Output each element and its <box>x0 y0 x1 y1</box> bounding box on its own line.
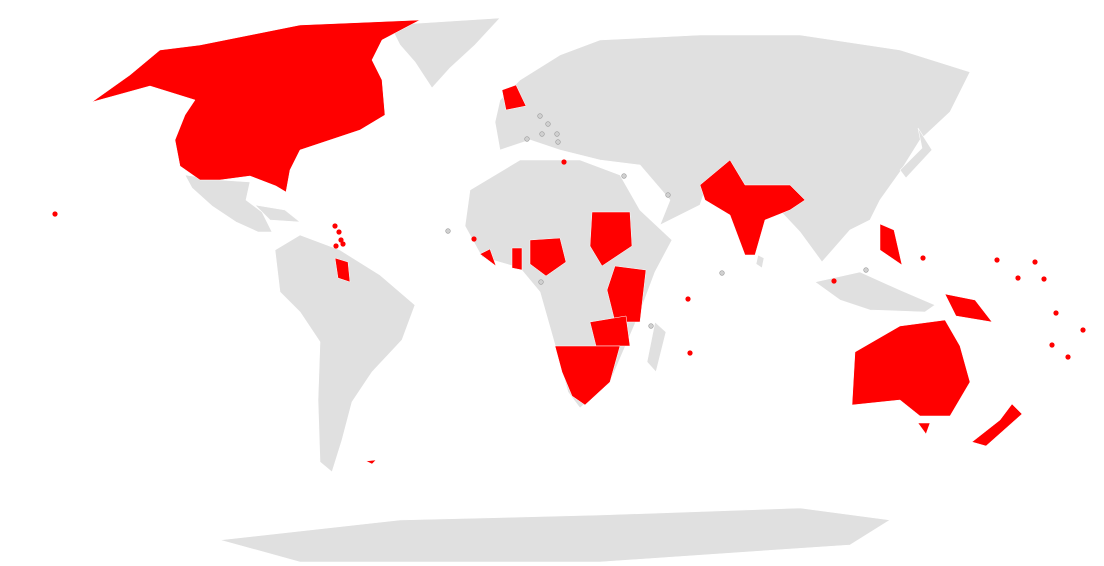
highlighted-territory-marker[interactable] <box>1015 275 1021 281</box>
highlighted-territory-marker[interactable] <box>1053 310 1059 316</box>
other-territory-marker[interactable] <box>524 136 530 142</box>
highlighted-territory-marker[interactable] <box>561 159 567 165</box>
highlighted-territory-marker[interactable] <box>338 237 344 243</box>
caribbean-islands <box>254 204 301 223</box>
antarctica <box>219 507 891 563</box>
sri-lanka <box>755 254 765 269</box>
highlighted-territory-marker[interactable] <box>831 278 837 284</box>
madagascar <box>646 321 667 373</box>
highlighted-territory-marker[interactable] <box>1032 259 1038 265</box>
mexico-central-america <box>184 174 273 233</box>
other-territory-marker[interactable] <box>554 131 560 137</box>
highlighted-territory-marker[interactable] <box>1049 342 1055 348</box>
indonesia-malaysia <box>814 271 936 313</box>
highlighted-territory-marker[interactable] <box>1041 276 1047 282</box>
united-kingdom[interactable] <box>501 84 527 111</box>
highlighted-land <box>91 19 1023 465</box>
highlighted-territory-marker[interactable] <box>994 257 1000 263</box>
canada-usa[interactable] <box>91 19 421 193</box>
australia[interactable] <box>851 319 971 417</box>
highlighted-territory-marker[interactable] <box>920 255 926 261</box>
highlighted-territory-marker[interactable] <box>1080 327 1086 333</box>
zambia-malawi[interactable] <box>589 315 631 347</box>
east-africa[interactable] <box>606 265 647 323</box>
highlighted-territory-marker[interactable] <box>332 223 338 229</box>
south-america <box>274 234 416 473</box>
other-territory-marker[interactable] <box>555 139 561 145</box>
nigeria-cameroon[interactable] <box>529 237 567 277</box>
highlighted-territory-marker[interactable] <box>687 350 693 356</box>
sierra-leone-liberia[interactable] <box>479 248 497 267</box>
greenland <box>389 17 501 89</box>
other-territory-marker[interactable] <box>538 279 544 285</box>
other-territory-marker[interactable] <box>648 323 654 329</box>
new-zealand[interactable] <box>971 403 1023 447</box>
other-territory-marker[interactable] <box>545 121 551 127</box>
other-territory-marker[interactable] <box>719 270 725 276</box>
highlighted-territory-marker[interactable] <box>336 229 342 235</box>
other-territory-marker[interactable] <box>863 267 869 273</box>
highlighted-territory-marker[interactable] <box>340 241 346 247</box>
philippines[interactable] <box>879 223 903 266</box>
eurasia <box>494 34 971 263</box>
highlighted-territory-marker[interactable] <box>52 211 58 217</box>
other-territory-marker[interactable] <box>445 228 451 234</box>
ghana[interactable] <box>511 247 523 271</box>
other-territory-marker[interactable] <box>537 113 543 119</box>
japan <box>899 127 933 179</box>
other-territory-marker[interactable] <box>539 131 545 137</box>
highlighted-territory-marker[interactable] <box>1065 354 1071 360</box>
small-territory-markers <box>52 113 1086 360</box>
southern-africa[interactable] <box>554 345 621 406</box>
highlighted-territory-marker[interactable] <box>471 236 477 242</box>
india-bangladesh[interactable] <box>699 159 806 256</box>
tasmania[interactable] <box>917 422 931 435</box>
papua-new-guinea[interactable] <box>944 293 993 323</box>
other-territory-marker[interactable] <box>621 173 627 179</box>
highlighted-territory-marker[interactable] <box>685 296 691 302</box>
highlighted-territory-marker[interactable] <box>333 243 339 249</box>
falklands[interactable] <box>365 459 377 465</box>
other-territory-marker[interactable] <box>665 192 671 198</box>
guyana[interactable] <box>334 257 351 283</box>
sudan[interactable] <box>589 211 633 267</box>
